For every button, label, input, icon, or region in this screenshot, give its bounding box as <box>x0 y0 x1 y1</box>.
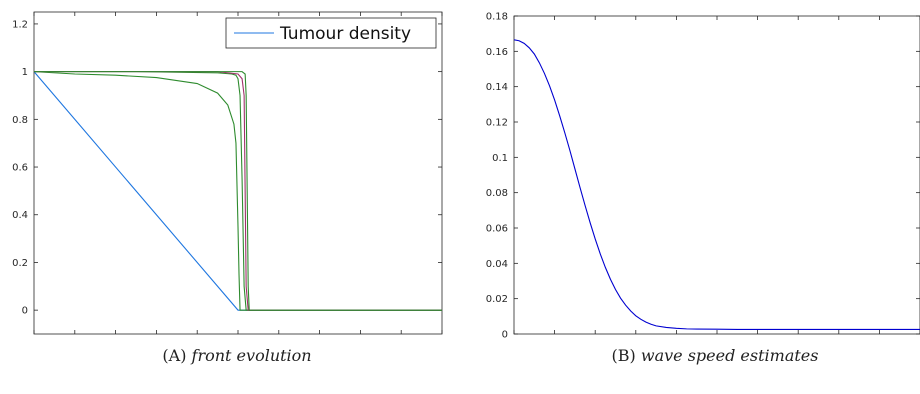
chart-b-y-tick-label: 0.12 <box>486 118 508 129</box>
caption-b-text: wave speed estimates <box>640 346 819 365</box>
chart-a-y-tick-label: 0.2 <box>12 258 28 269</box>
caption-a: (A) front evolution <box>162 346 311 365</box>
caption-b: (B) wave speed estimates <box>612 346 819 365</box>
chart-a-y-tick-label: 0.8 <box>12 115 28 126</box>
chart-a-series-line-3 <box>34 71 442 311</box>
chart-b-y-tick-label: 0.06 <box>486 224 508 235</box>
chart-a-legend-label: Tumour density <box>279 24 411 44</box>
chart-b-series-line-1 <box>514 39 920 330</box>
front-evolution-chart: -1-0.8-0.6-0.4-0.200.20.40.60.8100.20.40… <box>12 11 443 335</box>
chart-a-plot-area <box>33 11 443 335</box>
chart-b-y-tick-label: 0 <box>502 330 508 341</box>
chart-b-y-tick-label: 0.14 <box>486 82 508 93</box>
chart-b-y-tick-label: 0.04 <box>486 259 508 270</box>
chart-a-y-tick-label: 0.6 <box>12 163 28 174</box>
chart-b-y-tick-label: 0.18 <box>486 12 508 23</box>
caption-a-label: (A) <box>162 346 187 365</box>
chart-a-y-tick-label: 0 <box>22 306 28 317</box>
chart-b-y-tick-label: 0.1 <box>492 153 508 164</box>
chart-a-y-tick-label: 1.2 <box>12 19 28 30</box>
chart-b-y-tick-label: 0.16 <box>486 47 508 58</box>
chart-a-series-line-5 <box>34 71 442 311</box>
wave-speed-chart: 0246810121416182000.020.040.060.080.10.1… <box>486 12 920 341</box>
chart-a-legend-box <box>225 17 437 49</box>
chart-b-y-tick-label: 0.02 <box>486 294 508 305</box>
caption-a-text: front evolution <box>191 346 312 365</box>
chart-a-y-tick-label: 1 <box>22 67 28 78</box>
caption-b-label: (B) <box>611 346 636 365</box>
chart-b-y-tick-label: 0.08 <box>486 188 508 199</box>
chart-a-series-line-2 <box>34 71 442 311</box>
chart-a-y-tick-label: 0.4 <box>12 210 28 221</box>
chart-b-plot-area <box>513 15 920 335</box>
